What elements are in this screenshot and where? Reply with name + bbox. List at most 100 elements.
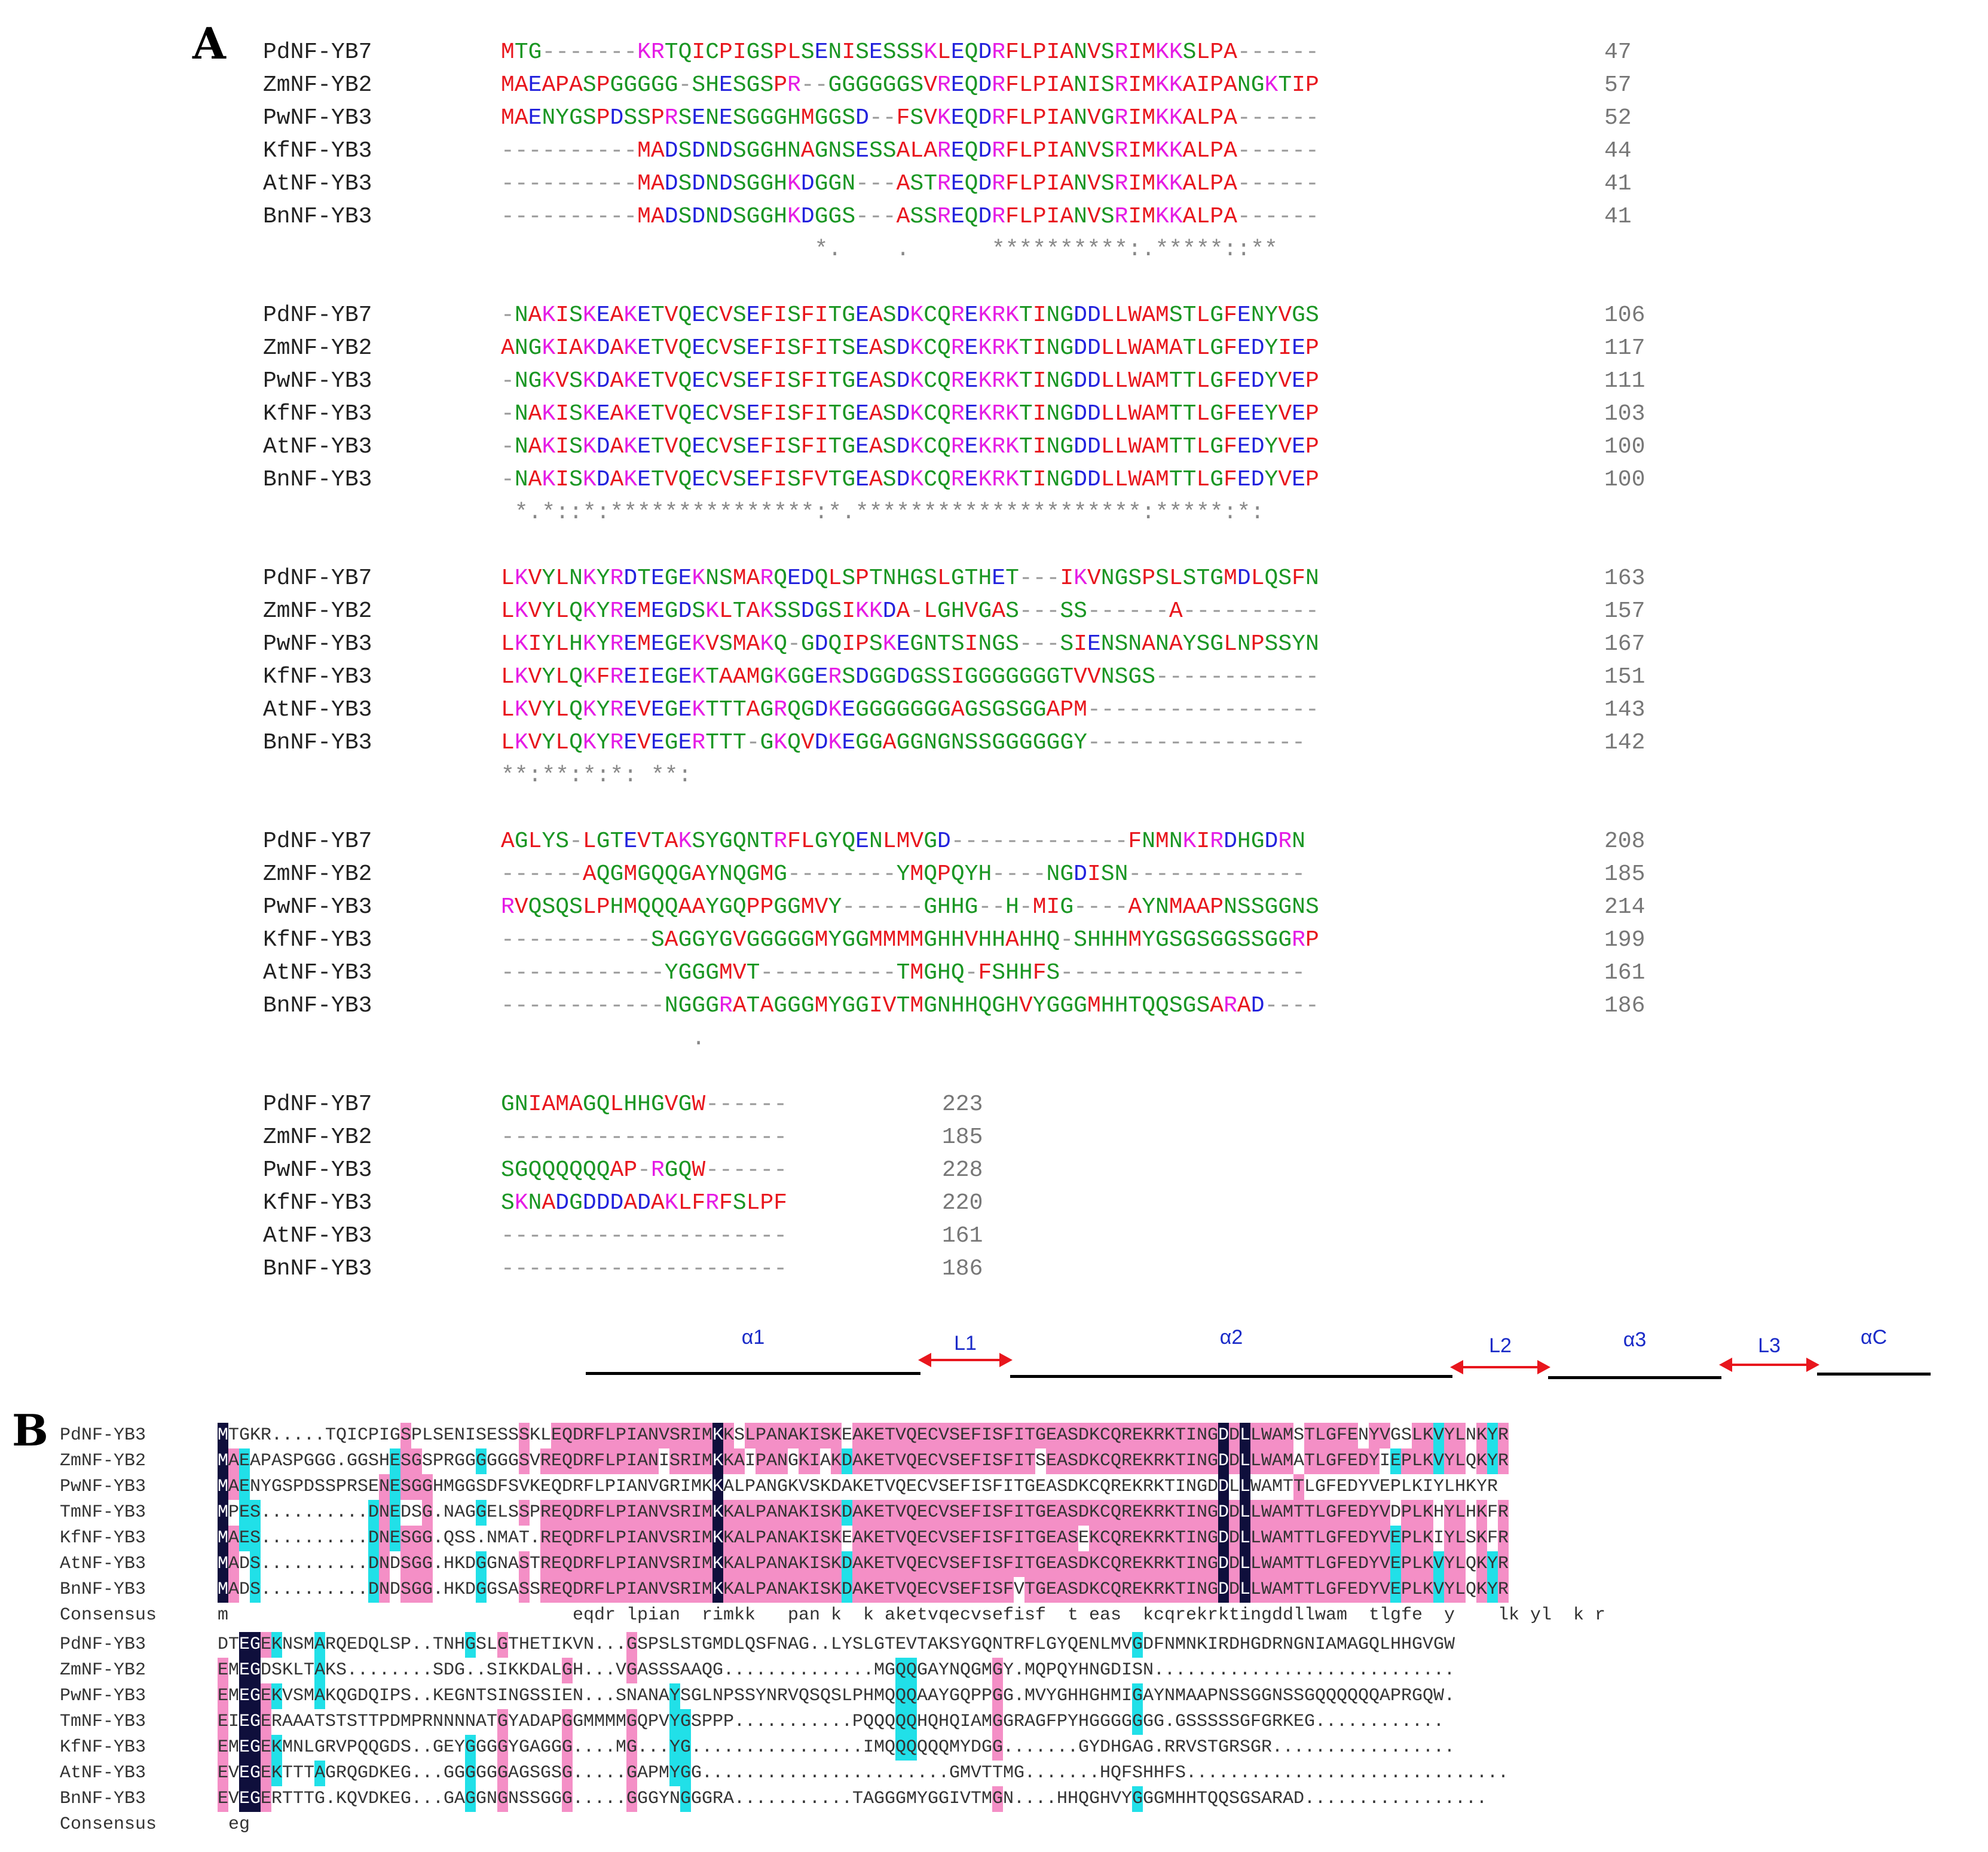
residue-count: 143 [1604, 697, 1646, 723]
sequence-name: BnNF-YB3 [60, 1579, 146, 1600]
residue-count: 163 [1604, 566, 1646, 591]
sequence-text: ----------MADSDNDSGGHNAGNSESSALAREQDRFLP… [501, 138, 1319, 164]
sequence-text: ------------YGGGMVT----------TMGHQ-FSHHF… [501, 960, 1305, 986]
sequence-text: LKVYLQKYREVEGERTTT-GKQVDKEGGAGGNGNSSGGGG… [501, 730, 1305, 756]
sequence-name: PdNF-YB3 [60, 1425, 146, 1445]
sequence-name: PwNF-YB3 [263, 368, 372, 394]
residue-count: 214 [1604, 894, 1646, 920]
sequence-name: PwNF-YB3 [263, 631, 372, 657]
sequence-name: PdNF-YB7 [263, 829, 372, 854]
conservation-symbols: *.*::*:***************:*.***************… [501, 500, 1265, 525]
sequence-text: LKVYLQKFREIEGEKTAAMGKGGERSDGGDGSSIGGGGGG… [501, 664, 1319, 690]
residue-count: 103 [1604, 401, 1646, 427]
sequence-name: ZmNF-YB2 [263, 861, 372, 887]
residue-count: 106 [1604, 302, 1646, 328]
structure-label: α2 [1219, 1326, 1243, 1349]
sequence-text: --------------------- [501, 1124, 788, 1150]
sequence-text: ------AQGMGQQGAYNQGMG--------YMQPQYH----… [501, 861, 1305, 887]
sequence-name: KfNF-YB3 [263, 927, 372, 953]
sequence-name: BnNF-YB3 [263, 467, 372, 493]
sequence-name: TmNF-YB3 [60, 1502, 146, 1523]
sequence-name: ZmNF-YB2 [263, 598, 372, 624]
sequence-text: -NAKISKDAKETVQECVSEFISFVTGEASDKCQREKRKTI… [501, 467, 1319, 493]
sequence-name: BnNF-YB3 [263, 1256, 372, 1282]
panel-a-label: A [192, 18, 226, 69]
helix-bar [586, 1372, 920, 1375]
loop-arrow [918, 1353, 1013, 1367]
residue-count: 52 [1604, 105, 1632, 131]
residue-count: 41 [1604, 204, 1632, 230]
sequence-text: SKNADGDDDADAKLFRFSLPF [501, 1190, 788, 1216]
sequence-text: EMEGEKMNLGRVPQQGDS..GEYGGGGYGAGGG....MG.… [218, 1735, 1455, 1761]
panel-a-alignment: A PdNF-YB7 MTG-------KRTQICPIGSPLSENISESS… [192, 18, 1646, 1282]
loop-arrow [1719, 1358, 1819, 1372]
sequence-name: ZmNF-YB2 [263, 335, 372, 361]
residue-count: 223 [942, 1092, 983, 1117]
sequence-text: ----------MADSDNDSGGHKDGGN---ASTREQDRFLP… [501, 171, 1319, 197]
residue-count: 57 [1604, 72, 1632, 98]
sequence-text: AGLYS-LGTEVTAKSYGQNTRFLGYQENLMVGD-------… [501, 829, 1305, 854]
residue-count: 220 [942, 1190, 983, 1216]
sequence-name: KfNF-YB3 [263, 1190, 372, 1216]
sequence-name: AtNF-YB3 [60, 1763, 146, 1783]
sequence-name: AtNF-YB3 [263, 434, 372, 460]
sequence-name: KfNF-YB3 [263, 664, 372, 690]
helix-bar [1548, 1376, 1721, 1379]
sequence-name: AtNF-YB3 [60, 1554, 146, 1574]
sequence-name: BnNF-YB3 [263, 993, 372, 1019]
structure-label: α1 [741, 1326, 765, 1349]
sequence-text: EVEGEKTTTAGRQGDKEG...GGGGGGAGSGSG.....GA… [218, 1761, 1509, 1786]
sequence-name: AtNF-YB3 [263, 697, 372, 723]
sequence-text: MADS..........DNDSGG.HKDGGNASTREQDRFLPIA… [218, 1551, 1509, 1577]
loop-arrow [1450, 1360, 1550, 1374]
sequence-text: --------------------- [501, 1256, 788, 1282]
residue-count: 44 [1604, 138, 1632, 164]
sequence-text: MTG-------KRTQICPIGSPLSENISESSSKLEQDRFLP… [501, 39, 1319, 65]
sequence-name: BnNF-YB3 [263, 204, 372, 230]
consensus-label: Consensus [60, 1814, 157, 1835]
sequence-name: PdNF-YB7 [263, 1092, 372, 1117]
conservation-symbols: *. . **********:.*****::** [501, 237, 1278, 262]
sequence-text: LKIYLHKYREMEGEKVSMAKQ-GDQIPSKEGNTSINGS--… [501, 631, 1319, 657]
sequence-text: MAEAPASPGGG.GGSHESGSPRGGGGGGSVREQDRFLPIA… [218, 1448, 1509, 1474]
sequence-text: MPES..........DNEDSG.NAGGELSSPREQDRFLPIA… [218, 1500, 1509, 1526]
structure-label: L3 [1758, 1334, 1781, 1357]
sequence-name: AtNF-YB3 [263, 1223, 372, 1249]
residue-count: 151 [1604, 664, 1646, 690]
sequence-name: AtNF-YB3 [263, 960, 372, 986]
sequence-name: PwNF-YB3 [263, 894, 372, 920]
consensus-label: Consensus [60, 1605, 157, 1625]
sequence-text: EVEGERTTTG.KQVDKEG...GAGGNGNSSGGG.....GG… [218, 1786, 1487, 1812]
structure-label: α3 [1623, 1328, 1647, 1351]
sequence-name: PdNF-YB7 [263, 302, 372, 328]
sequence-text: EMEGDSKLTAKS........SDG..SIKKDALGH...VGA… [218, 1658, 1455, 1683]
sequence-name: KfNF-YB3 [60, 1737, 146, 1758]
sequence-name: ZmNF-YB2 [60, 1451, 146, 1471]
consensus-sequence: eg [228, 1814, 250, 1835]
sequence-text: MTGKR.....TQICPIGSPLSENISESSSKLEQDRFLPIA… [218, 1423, 1509, 1448]
sequence-text: -NAKISKEAKETVQECVSEFISFITGEASDKCQREKRKTI… [501, 401, 1319, 427]
sequence-name: ZmNF-YB2 [263, 1124, 372, 1150]
residue-count: 100 [1604, 434, 1646, 460]
residue-count: 161 [1604, 960, 1646, 986]
sequence-text: MAES..........DNESGG.QSS.NMAT.REQDRFLPIA… [218, 1526, 1509, 1551]
sequence-name: KfNF-YB3 [60, 1528, 146, 1548]
residue-count: 208 [1604, 829, 1646, 854]
sequence-text: LKVYLQKYREVEGEKTTTAGRQGDKEGGGGGGGAGSGSGG… [501, 697, 1319, 723]
sequence-name: PdNF-YB7 [263, 39, 372, 65]
sequence-name: PwNF-YB3 [263, 105, 372, 131]
sequence-name: PwNF-YB3 [263, 1157, 372, 1183]
sequence-text: -NAKISKEAKETVQECVSEFISFITGEASDKCQREKRKTI… [501, 302, 1319, 328]
conservation-symbols: **:**:*:*: **: [501, 763, 692, 789]
sequence-text: LKVYLQKYREMEGDSKLTAKSSDGSIKKDA-LGHVGAS--… [501, 598, 1319, 624]
sequence-name: PdNF-YB3 [60, 1634, 146, 1655]
residue-count: 186 [1604, 993, 1646, 1019]
residue-count: 100 [1604, 467, 1646, 493]
conservation-symbols: . [501, 1026, 706, 1052]
residue-count: 199 [1604, 927, 1646, 953]
residue-count: 117 [1604, 335, 1646, 361]
sequence-text: -NAKISKDAKETVQECVSEFISFITGEASDKCQREKRKTI… [501, 434, 1319, 460]
sequence-name: PdNF-YB7 [263, 566, 372, 591]
panel-b-alignment: B α1 L1 α2 L2 α3 L3 αC PdNF-YB3 MTGKR.....TQICP… [0, 1309, 1988, 1852]
sequence-text: EMEGEKVSMAKQGDQIPS..KEGNTSINGSSIEN...SNA… [218, 1683, 1455, 1709]
